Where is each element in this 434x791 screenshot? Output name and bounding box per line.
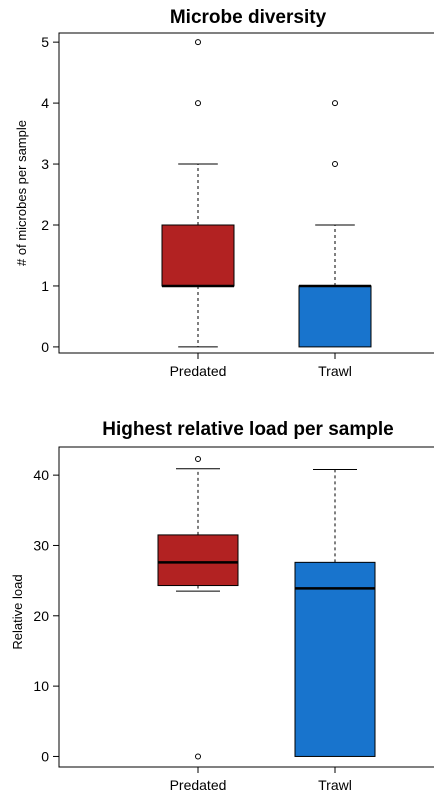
box-predated <box>157 534 239 587</box>
x-tick-label: Predated <box>170 777 227 791</box>
chart-highest-relative-load: Highest relative load per sample Relativ… <box>10 419 434 791</box>
y-axis-label: Relative load <box>10 574 25 649</box>
x-axis: Predated Trawl <box>170 767 352 791</box>
box-predated <box>161 224 235 287</box>
outlier-point <box>195 455 201 462</box>
plot-frame <box>58 446 434 768</box>
y-tick-label: 5 <box>41 34 49 50</box>
y-tick-label: 40 <box>33 467 49 483</box>
chart-title: Highest relative load per sample <box>102 419 393 440</box>
x-tick-label: Predated <box>170 363 227 379</box>
y-tick-label: 1 <box>41 278 49 294</box>
y-axis: 0 10 20 30 40 <box>33 467 59 764</box>
y-tick-label: 4 <box>41 95 49 111</box>
y-axis: 0 1 2 3 4 5 <box>41 34 59 355</box>
x-tick-label: Trawl <box>318 363 352 379</box>
x-tick-label: Trawl <box>318 777 352 791</box>
outlier-point <box>332 100 338 107</box>
box-group <box>157 455 376 760</box>
box-group <box>161 39 372 348</box>
x-axis: Predated Trawl <box>170 353 352 379</box>
y-tick-label: 0 <box>41 339 49 355</box>
y-tick-label: 0 <box>41 748 49 764</box>
box-trawl <box>298 285 372 348</box>
y-tick-label: 10 <box>33 678 49 694</box>
box-trawl <box>294 561 376 757</box>
plot-frame <box>58 32 434 354</box>
outlier-point <box>195 753 201 760</box>
chart-title: Microbe diversity <box>170 7 327 28</box>
y-tick-label: 3 <box>41 156 49 172</box>
y-tick-label: 20 <box>33 608 49 624</box>
outlier-point <box>332 161 338 168</box>
y-axis-label: # of microbes per sample <box>14 120 29 266</box>
outlier-point <box>195 100 201 107</box>
y-tick-label: 2 <box>41 217 49 233</box>
outlier-point <box>195 39 201 46</box>
y-tick-label: 30 <box>33 537 49 553</box>
chart-microbe-diversity: Microbe diversity # of microbes per samp… <box>14 7 434 379</box>
